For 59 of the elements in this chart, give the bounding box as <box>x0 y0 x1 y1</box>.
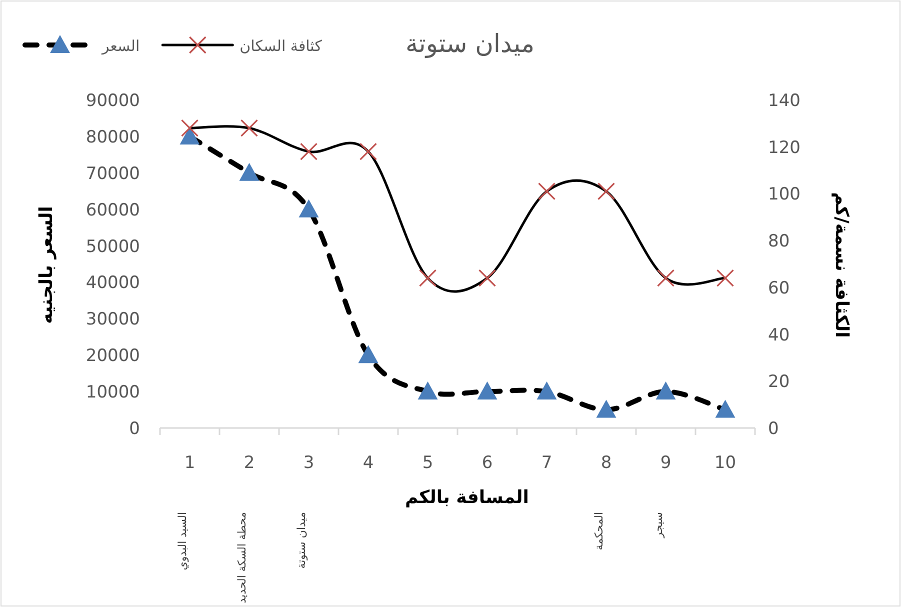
y2-tick-label: 40 <box>768 325 790 346</box>
text: سيجر <box>652 512 665 539</box>
point <box>359 142 378 160</box>
x-tick-label: 6 <box>482 453 493 473</box>
point <box>300 142 318 160</box>
x-tick-label: 3 <box>303 453 314 473</box>
text: محطة السكة الحديد <box>235 512 248 604</box>
point <box>418 269 437 287</box>
y-tick-label: 20000 <box>86 346 140 366</box>
point <box>538 182 556 200</box>
text: المحكمة <box>592 512 606 550</box>
text: ميدان ستوتة <box>294 512 308 569</box>
legend-label: كثافة السكان <box>240 37 323 55</box>
y2-tick-label: 100 <box>768 184 800 205</box>
point <box>298 199 319 218</box>
point <box>596 400 616 418</box>
point <box>597 182 616 200</box>
text: السيد البدوي <box>176 512 189 570</box>
x-axis-title: المسافة بالكم <box>405 487 529 508</box>
point <box>180 126 200 144</box>
y2-tick-label: 20 <box>768 372 790 392</box>
x-tick-label: 1 <box>184 453 196 473</box>
x-tick-label: 5 <box>422 453 434 473</box>
x-tick-label: 9 <box>660 453 672 473</box>
y-tick-label: 10000 <box>86 382 140 403</box>
y2-axis-title: الكثافة نسمة/كم <box>831 192 852 338</box>
x-tick-label: 8 <box>600 453 612 473</box>
point <box>239 162 260 181</box>
chart-title: ميدان ستوتة <box>405 29 535 59</box>
y-tick-label: 40000 <box>86 273 140 294</box>
point <box>536 382 557 400</box>
y2-tick-label: 80 <box>768 232 790 252</box>
y-tick-label: 90000 <box>86 91 140 111</box>
y-tick-label: 70000 <box>86 164 140 184</box>
point <box>240 119 258 137</box>
y-tick-label: 50000 <box>86 236 140 257</box>
point <box>715 400 736 418</box>
y-tick-label: 60000 <box>86 200 140 220</box>
y2-tick-label: 140 <box>768 91 800 111</box>
y2-tick-label: 120 <box>768 138 800 158</box>
x-tick-label: 10 <box>714 453 736 473</box>
point <box>716 269 734 287</box>
y2-tick-label: 0 <box>768 419 779 439</box>
y-tick-label: 0 <box>129 419 140 439</box>
point <box>656 269 675 287</box>
legend-label: السعر <box>101 37 140 55</box>
point <box>180 119 199 137</box>
point <box>656 382 676 400</box>
x-tick-label: 4 <box>362 453 374 473</box>
x-tick-label: 2 <box>244 453 255 473</box>
y-tick-label: 30000 <box>86 310 140 330</box>
point <box>477 382 498 400</box>
y2-tick-label: 60 <box>768 278 790 298</box>
point <box>358 345 378 364</box>
y-tick-label: 80000 <box>86 127 140 148</box>
x-tick-label: 7 <box>541 453 552 473</box>
point <box>478 269 496 287</box>
y-axis-title: السعر بالجنيه <box>36 206 57 324</box>
point <box>418 382 438 400</box>
